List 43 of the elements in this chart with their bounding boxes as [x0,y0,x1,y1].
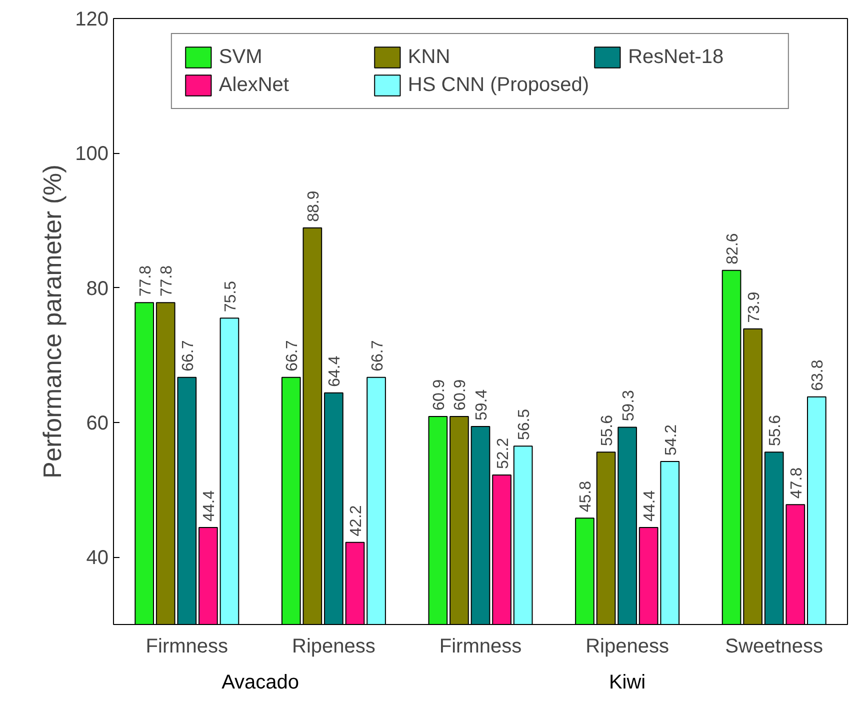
data-label: 59.3 [620,390,638,422]
legend-label: SVM [218,46,264,68]
y-tick-label: 60 [86,412,109,434]
data-label: 66.7 [180,340,197,372]
legend-label: AlexNet [218,74,290,96]
y-tick-label: 80 [86,278,109,300]
legend-label: KNN [408,46,452,68]
data-label: 45.8 [578,480,595,512]
data-label: 56.5 [516,408,534,440]
x-tick-label: Sweetness [725,636,824,658]
y-axis-title: Performance parameter (%) [39,164,68,478]
x-tick-label: Ripeness [586,636,669,658]
data-label: 44.4 [201,490,218,522]
data-label: 63.8 [810,360,827,391]
data-label: 54.2 [662,424,680,456]
legend-label: HS CNN (Proposed) [408,74,590,96]
data-label: 66.7 [369,340,386,372]
data-label: 55.6 [599,414,616,446]
data-label: 47.8 [788,467,806,499]
data-label: 52.2 [494,438,512,470]
y-tick-label: 100 [75,143,109,166]
data-label: 75.5 [222,280,240,312]
data-label: 59.4 [474,389,490,421]
legend-label: ResNet-18 [628,46,725,68]
text: Avacado [222,672,300,694]
data-label: 42.2 [348,505,365,536]
data-label: 88.9 [305,190,322,222]
x-tick-label: Firmness [146,636,228,658]
text: Kiwi [608,672,646,694]
data-label: 60.9 [452,379,470,410]
data-label: 55.6 [767,414,784,446]
data-label: 60.9 [430,379,448,410]
data-label: 82.6 [724,233,742,264]
data-label: 44.4 [642,490,659,522]
data-label: 77.8 [158,265,176,297]
data-label: 64.4 [326,356,344,387]
y-tick-label: 40 [86,547,109,570]
x-tick-label: Ripeness [292,636,376,658]
data-label: 77.8 [137,265,154,297]
y-tick-label: 120 [75,8,109,30]
data-label: 66.7 [284,340,302,372]
data-label: 73.9 [746,292,763,323]
x-tick-label: Firmness [439,636,522,658]
